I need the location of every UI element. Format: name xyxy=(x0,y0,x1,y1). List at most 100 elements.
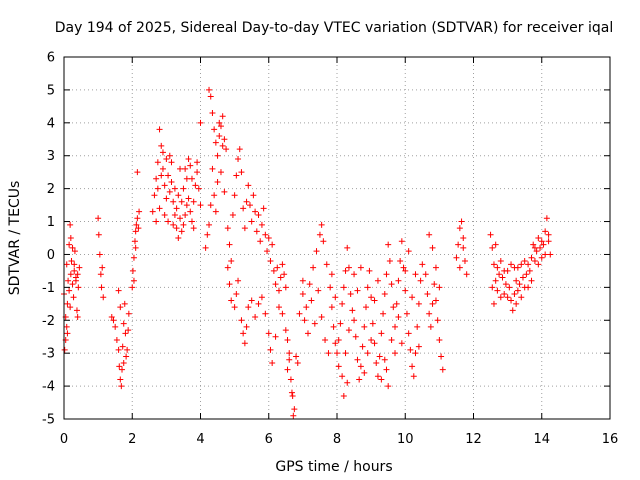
y-tick-label: 2 xyxy=(47,182,55,197)
data-point xyxy=(161,211,168,218)
data-point xyxy=(124,346,131,353)
data-point xyxy=(75,284,82,291)
data-point xyxy=(224,264,231,271)
data-point xyxy=(398,340,405,347)
data-point xyxy=(523,271,530,278)
data-point xyxy=(110,317,117,324)
data-point xyxy=(98,284,105,291)
data-point xyxy=(299,277,306,284)
data-point xyxy=(122,330,129,337)
data-point xyxy=(460,244,467,251)
data-point xyxy=(131,238,138,245)
data-point xyxy=(255,300,262,307)
data-point xyxy=(540,241,547,248)
data-point xyxy=(543,215,550,222)
data-point xyxy=(294,360,301,367)
data-point xyxy=(542,228,549,235)
data-point xyxy=(216,119,223,126)
data-point xyxy=(262,310,269,317)
data-point xyxy=(357,363,364,370)
data-point xyxy=(501,290,508,297)
data-point xyxy=(284,366,291,373)
data-point xyxy=(345,264,352,271)
data-point xyxy=(178,228,185,235)
x-tick-label: 6 xyxy=(265,432,273,447)
data-point xyxy=(380,310,387,317)
data-point xyxy=(381,290,388,297)
data-point xyxy=(431,281,438,288)
data-point xyxy=(289,392,296,399)
data-point xyxy=(238,169,245,176)
data-point xyxy=(291,406,298,413)
data-point xyxy=(185,156,192,163)
data-point xyxy=(535,235,542,241)
data-point xyxy=(335,337,342,344)
data-point xyxy=(390,304,397,311)
data-point xyxy=(381,356,388,363)
data-point xyxy=(129,267,136,274)
data-point xyxy=(279,261,286,268)
data-point xyxy=(159,149,166,156)
data-point xyxy=(277,274,284,281)
data-point xyxy=(241,225,248,232)
data-point xyxy=(335,363,342,370)
data-point xyxy=(149,208,156,215)
data-point xyxy=(438,353,445,360)
data-point xyxy=(405,330,412,337)
data-point xyxy=(368,294,375,301)
data-point xyxy=(212,208,219,215)
data-point xyxy=(545,231,552,238)
data-point xyxy=(67,304,74,311)
data-point xyxy=(224,225,231,232)
data-point xyxy=(347,290,354,297)
data-point xyxy=(171,211,178,218)
data-point xyxy=(490,261,497,268)
data-point xyxy=(120,320,127,327)
data-point xyxy=(97,271,104,278)
data-point xyxy=(340,392,347,399)
data-point xyxy=(171,185,178,192)
data-point xyxy=(115,346,122,353)
data-point xyxy=(194,169,201,176)
data-point xyxy=(245,304,252,311)
data-point xyxy=(241,340,248,347)
data-point xyxy=(119,343,126,350)
data-point xyxy=(272,281,279,288)
data-point xyxy=(409,363,416,370)
data-point xyxy=(197,119,204,126)
data-point xyxy=(489,284,496,291)
data-point xyxy=(414,323,421,330)
data-point xyxy=(286,356,293,363)
data-point xyxy=(61,346,68,353)
data-point xyxy=(194,159,201,166)
data-point xyxy=(436,337,443,344)
data-point xyxy=(318,313,325,320)
data-point xyxy=(188,175,195,182)
data-point xyxy=(301,317,308,324)
data-point xyxy=(530,241,537,248)
data-point xyxy=(209,109,216,116)
data-point xyxy=(392,350,399,357)
data-point xyxy=(385,383,392,390)
data-point xyxy=(306,281,313,288)
data-point xyxy=(165,218,172,225)
data-point xyxy=(257,238,264,245)
data-point xyxy=(154,159,161,166)
data-point xyxy=(344,379,351,386)
data-point xyxy=(183,202,190,209)
data-point xyxy=(206,221,213,228)
data-point xyxy=(95,215,102,222)
data-point xyxy=(304,330,311,337)
data-point xyxy=(253,228,260,235)
data-point xyxy=(209,165,216,172)
data-point xyxy=(531,244,538,251)
data-point xyxy=(318,221,325,228)
data-point xyxy=(275,304,282,311)
data-point xyxy=(120,360,127,367)
data-point xyxy=(508,261,515,268)
data-point xyxy=(460,235,467,241)
y-tick-label: 3 xyxy=(47,149,55,164)
data-point xyxy=(458,218,465,225)
